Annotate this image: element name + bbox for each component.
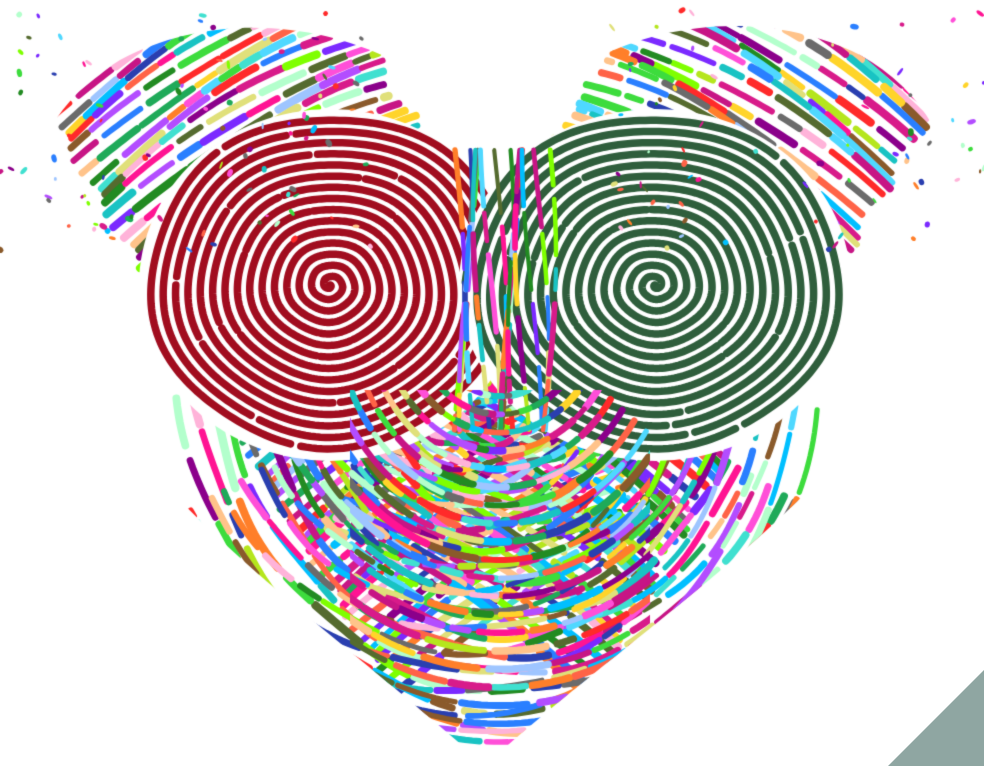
fingerprint-heart-artwork: [0, 0, 984, 766]
